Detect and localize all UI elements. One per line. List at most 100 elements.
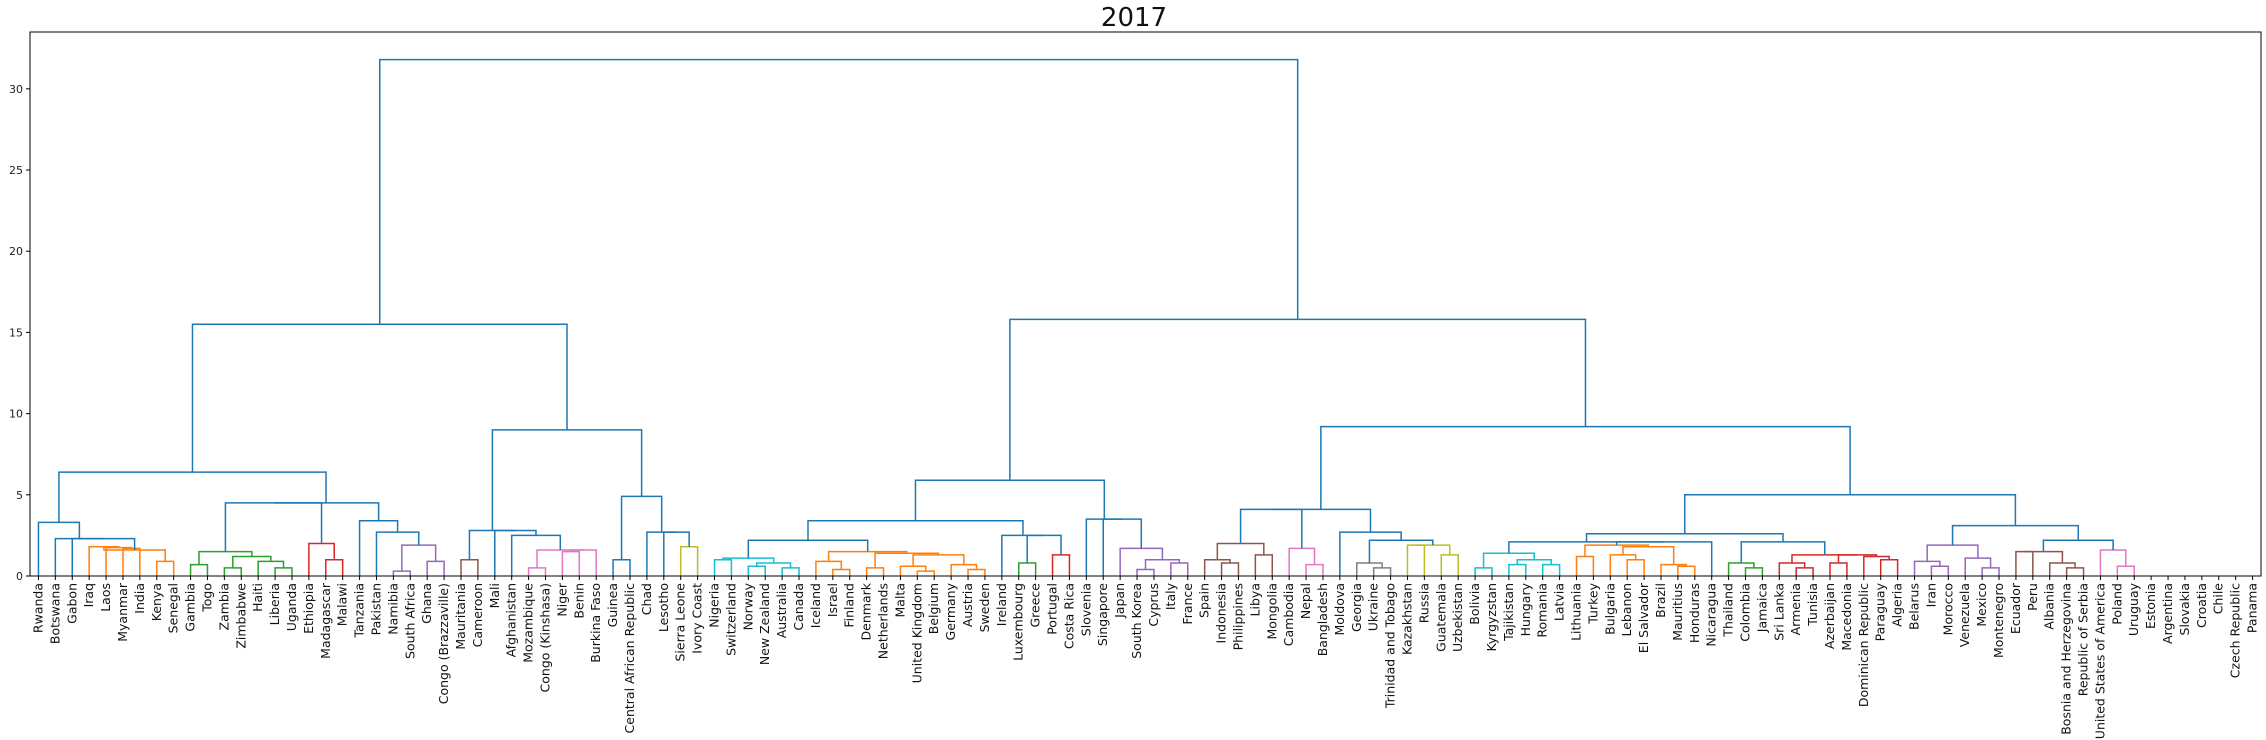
leaf-label-75: Nepal xyxy=(1298,583,1313,619)
dendrogram-link-80 xyxy=(1339,531,1402,576)
leaf-label-19: Tanzania xyxy=(352,583,367,638)
leaf-label-0: Rwanda xyxy=(30,583,45,633)
dendrogram-link-116 xyxy=(2116,565,2135,576)
leaf-label-115: Mexico xyxy=(1974,583,1989,627)
leaf-label-45: Canada xyxy=(791,583,806,631)
dendrogram-link-83 xyxy=(1508,563,1527,576)
dendrogram-link-88 xyxy=(1626,559,1645,576)
leaf-label-118: Peru xyxy=(2025,583,2040,611)
leaf-label-38: Sierra Leone xyxy=(673,583,688,662)
leaf-label-91: Lithuania xyxy=(1568,583,1583,641)
y-axis: 0 5 10 15 20 25 30 xyxy=(9,83,30,583)
leaf-label-37: Lesotho xyxy=(656,583,671,632)
dendrogram-link-97 xyxy=(1727,562,1755,576)
leaf-label-23: Ghana xyxy=(419,583,434,624)
dendrogram-link-89 xyxy=(1609,554,1637,576)
plot-frame xyxy=(29,31,2262,577)
dendrogram-link-100 xyxy=(1829,562,1848,576)
leaf-label-42: Norway xyxy=(740,582,755,630)
dendrogram-link-76 xyxy=(1406,544,1426,576)
leaf-label-44: Australia xyxy=(774,583,789,638)
leaf-label-26: Cameroon xyxy=(470,583,485,647)
leaf-label-57: Ireland xyxy=(994,583,1009,626)
leaf-label-34: Guinea xyxy=(605,583,620,627)
leaf-label-83: Guatemala xyxy=(1433,583,1448,652)
leaf-label-30: Congo (Kinshasa) xyxy=(537,583,552,692)
leaf-label-63: Singapore xyxy=(1095,583,1110,646)
leaf-label-52: United Kingdom xyxy=(909,583,924,683)
dendrogram-link-98 xyxy=(1795,567,1814,576)
x-axis: Rwanda Botswana Gabon Iraq Laos Myanmar India K… xyxy=(30,576,2260,739)
leaf-label-122: United States of America xyxy=(2092,583,2107,739)
dendrogram-link-106 xyxy=(1585,533,1784,542)
leaf-label-40: Nigeria xyxy=(707,583,722,628)
dendrogram-link-112 xyxy=(2015,550,2034,576)
dendrogram-link-60 xyxy=(1136,568,1155,576)
dendrogram-link-67 xyxy=(1220,562,1240,576)
leaf-label-43: New Zealand xyxy=(757,583,772,665)
dendrogram-link-86 xyxy=(1482,552,1535,568)
leaf-label-116: Montenegro xyxy=(1991,583,2006,658)
leaf-label-49: Denmark xyxy=(859,582,874,640)
dendrogram-link-115 xyxy=(2024,550,2064,564)
leaf-label-14: Liberia xyxy=(267,583,282,625)
dendrogram-link-90 xyxy=(1677,565,1696,576)
dendrogram-link-53 xyxy=(827,550,908,562)
dendrogram-link-99 xyxy=(1778,562,1806,576)
leaf-label-86: Kyrgyzstan xyxy=(1484,583,1499,652)
leaf-label-16: Ethiopia xyxy=(301,583,316,634)
dendrogram-link-120 xyxy=(1684,494,2017,534)
leaf-label-13: Haiti xyxy=(250,583,265,612)
leaf-label-70: Indonesia xyxy=(1214,583,1229,643)
leaf-label-5: Myanmar xyxy=(115,582,130,642)
dendrogram-link-91 xyxy=(1660,563,1688,576)
dendrogram-link-31 xyxy=(468,529,516,560)
dendrogram-link-56 xyxy=(1051,554,1071,576)
dendrogram-link-12 xyxy=(232,555,272,568)
dendrogram-link-121 xyxy=(1320,425,1851,510)
dendrogram-link-58 xyxy=(1001,534,1045,576)
leaf-label-20: Pakistan xyxy=(368,583,383,635)
leaf-label-12: Zimbabwe xyxy=(233,583,248,649)
leaf-label-48: Finland xyxy=(842,583,857,628)
leaf-label-2: Gabon xyxy=(64,583,79,624)
dendrogram-link-109 xyxy=(1981,567,2000,576)
dendrogram-link-87 xyxy=(1575,555,1595,576)
y-tick-label-4: 20 xyxy=(9,245,23,258)
leaf-label-32: Benin xyxy=(571,583,586,619)
leaf-label-77: Moldova xyxy=(1332,583,1347,636)
dendrogram-link-101 xyxy=(1879,559,1899,576)
dendrogram-link-13 xyxy=(198,550,253,565)
dendrogram-link-82 xyxy=(1474,567,1493,576)
leaf-label-109: Paraguay xyxy=(1873,582,1888,641)
leaf-label-119: Albania xyxy=(2042,583,2057,630)
leaf-label-59: Greece xyxy=(1028,583,1043,628)
leaf-label-68: France xyxy=(1180,583,1195,625)
leaf-label-95: El Salvador xyxy=(1636,582,1651,653)
leaf-label-55: Austria xyxy=(960,583,975,627)
dendrogram-link-41 xyxy=(781,567,800,576)
leaf-label-15: Uganda xyxy=(284,583,299,631)
dendrogram-link-75 xyxy=(1356,562,1383,576)
leaf-label-24: Congo (Brazzaville) xyxy=(436,583,451,704)
dendrogram-link-9 xyxy=(223,567,243,576)
leaf-label-73: Mongolia xyxy=(1264,583,1279,640)
leaf-label-126: Argentina xyxy=(2160,583,2175,644)
leaf-label-64: Japan xyxy=(1112,583,1127,619)
leaf-label-87: Tajikistan xyxy=(1501,583,1516,642)
dendrogram-link-27 xyxy=(570,549,597,576)
dendrogram-link-14 xyxy=(325,559,344,576)
dendrogram-link-17 xyxy=(392,570,412,576)
dendrogram-link-26 xyxy=(561,550,581,576)
dendrogram-link-72 xyxy=(1288,547,1316,576)
dendrogram-link-118 xyxy=(2042,539,2114,552)
leaf-label-1: Botswana xyxy=(47,583,62,644)
leaf-label-31: Niger xyxy=(554,582,569,616)
dendrogram-link-48 xyxy=(899,565,927,576)
dendrogram-link-59 xyxy=(807,520,1024,541)
leaf-label-71: Philippines xyxy=(1230,583,1245,650)
dendrogram-link-92 xyxy=(1622,546,1675,565)
dendrogram-link-52 xyxy=(874,552,940,568)
leaf-label-120: Bosnia and Herzegovina xyxy=(2059,583,2074,735)
leaf-label-50: Netherlands xyxy=(876,583,891,659)
